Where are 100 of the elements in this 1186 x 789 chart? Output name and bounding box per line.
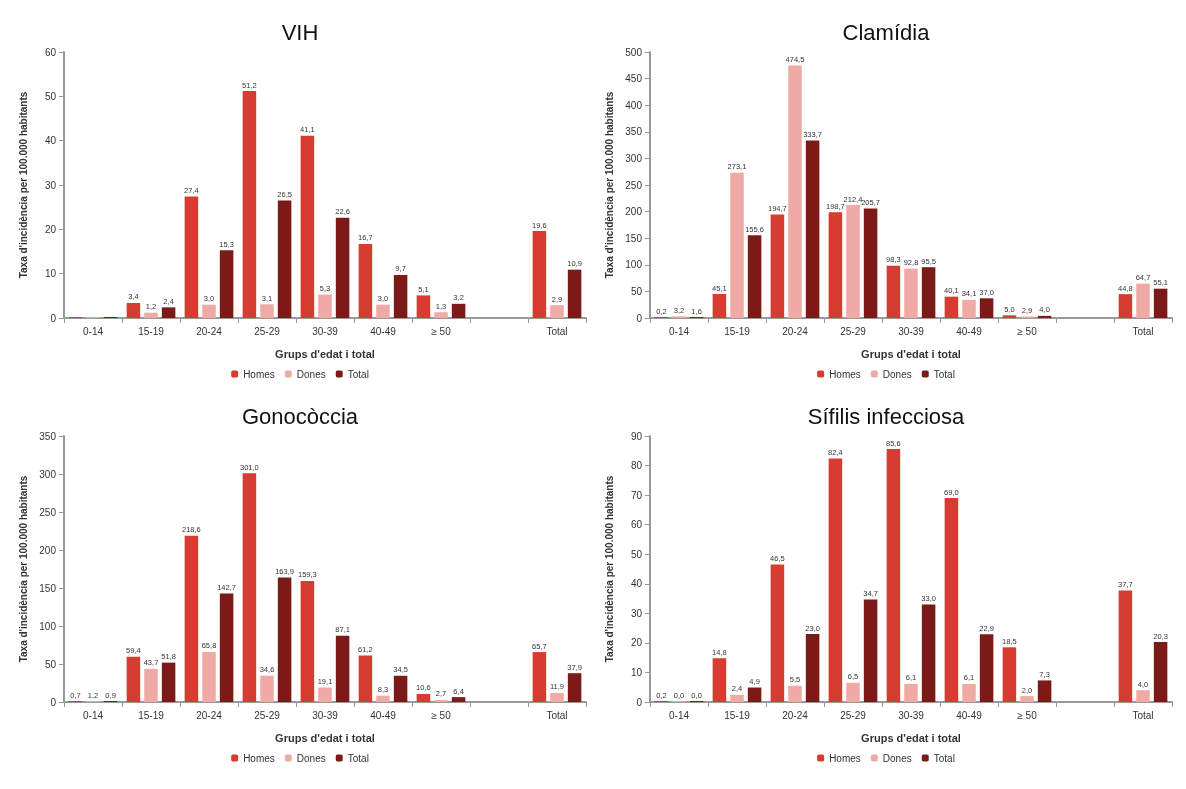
bar: [828, 212, 843, 318]
bar: [828, 458, 843, 702]
bar: [376, 695, 390, 702]
bar: [1118, 590, 1133, 702]
y-tick-label: 10: [44, 268, 57, 280]
x-tick-label: 40-49: [370, 709, 397, 721]
bar: [161, 662, 176, 702]
bar: [805, 634, 820, 702]
bar: [358, 655, 373, 702]
x-tick-label: Total: [1132, 325, 1154, 337]
bar: [770, 214, 785, 318]
x-tick-label: ≥ 50: [1017, 325, 1038, 337]
bar: [335, 635, 350, 702]
y-tick-label: 500: [625, 46, 643, 58]
x-tick-label: 20-24: [196, 325, 223, 337]
bar: [550, 692, 564, 702]
x-tick-label: 40-49: [956, 325, 983, 337]
y-tick-label: 200: [625, 206, 643, 218]
bar: [863, 208, 878, 318]
legend-label: Total: [933, 368, 955, 380]
x-tick-label: 20-24: [196, 709, 223, 721]
bar: [712, 294, 727, 318]
x-tick-label: 0-14: [668, 325, 690, 337]
bar: [1153, 642, 1168, 702]
bar: [202, 651, 216, 702]
bar: [260, 304, 274, 318]
chart-title: Sífilis infecciosa: [807, 403, 966, 429]
x-tick-label: 20-24: [782, 325, 809, 337]
bar: [416, 295, 431, 318]
x-tick-label: 25-29: [254, 325, 281, 337]
legend-label: Total: [347, 752, 369, 764]
bar: [1002, 315, 1017, 318]
bar: [335, 217, 350, 318]
y-tick-label: 90: [630, 430, 643, 442]
bar: [944, 498, 959, 702]
bar: [944, 296, 959, 318]
y-tick-label: 350: [625, 126, 643, 138]
y-tick-label: 300: [39, 468, 57, 480]
x-tick-label: ≥ 50: [431, 325, 452, 337]
y-axis-title: Taxa d'incidència per 100.000 habitants: [603, 91, 615, 279]
y-tick-label: 50: [44, 658, 57, 670]
x-axis-title: Grups d'edat i total: [861, 347, 961, 360]
bar: [532, 231, 547, 318]
bar: [712, 658, 727, 702]
bar: [202, 304, 216, 318]
x-tick-label: 15-19: [138, 325, 165, 337]
bar: [962, 683, 976, 702]
bar: [1153, 288, 1168, 318]
x-tick-label: ≥ 50: [431, 709, 452, 721]
bar: [242, 473, 257, 702]
bar: [219, 250, 234, 318]
bar: [788, 685, 802, 702]
y-tick-label: 450: [625, 73, 643, 85]
bar: [358, 243, 373, 318]
bar: [921, 267, 936, 318]
y-tick-label: 0: [636, 696, 643, 708]
legend-label: Homes: [243, 752, 275, 764]
bar: [886, 449, 901, 702]
bar: [532, 652, 547, 702]
bar: [886, 265, 901, 318]
bar: [846, 205, 860, 318]
bar: [318, 687, 332, 702]
bar: [788, 65, 802, 318]
bar: [126, 302, 141, 318]
bar: [567, 269, 582, 318]
bar: [451, 303, 466, 318]
legend-label: Total: [347, 368, 369, 380]
bar: [393, 275, 408, 318]
bar: [300, 135, 315, 318]
bar: [1136, 283, 1150, 318]
y-tick-label: 70: [630, 489, 643, 501]
y-tick-label: 0: [636, 312, 643, 324]
x-tick-label: 15-19: [138, 709, 165, 721]
legend-label: Dones: [296, 752, 326, 764]
x-tick-label: 40-49: [956, 709, 983, 721]
y-tick-label: 20: [630, 637, 643, 649]
legend-label: Homes: [829, 368, 861, 380]
x-tick-label: 0-14: [82, 325, 104, 337]
bar: [1037, 680, 1052, 702]
bar: [161, 307, 176, 318]
y-tick-label: 250: [39, 506, 57, 518]
x-axis-title: Grups d'edat i total: [275, 731, 375, 744]
bar: [416, 693, 431, 702]
bar: [747, 235, 762, 318]
bar: [184, 196, 199, 318]
bar: [277, 200, 292, 318]
bar: [434, 699, 448, 702]
x-tick-label: 15-19: [724, 709, 751, 721]
bar: [747, 687, 762, 702]
x-tick-label: 30-39: [898, 709, 925, 721]
x-tick-label: 25-29: [840, 709, 867, 721]
bar: [730, 172, 744, 318]
y-tick-label: 50: [630, 285, 643, 297]
bar: [863, 599, 878, 702]
bar: [979, 298, 994, 318]
legend-label: Homes: [829, 752, 861, 764]
bar: [1002, 647, 1017, 702]
x-tick-label: ≥ 50: [1017, 709, 1038, 721]
y-axis-title: Taxa d'incidència per 100.000 habitants: [17, 475, 29, 663]
y-tick-label: 0: [50, 312, 57, 324]
